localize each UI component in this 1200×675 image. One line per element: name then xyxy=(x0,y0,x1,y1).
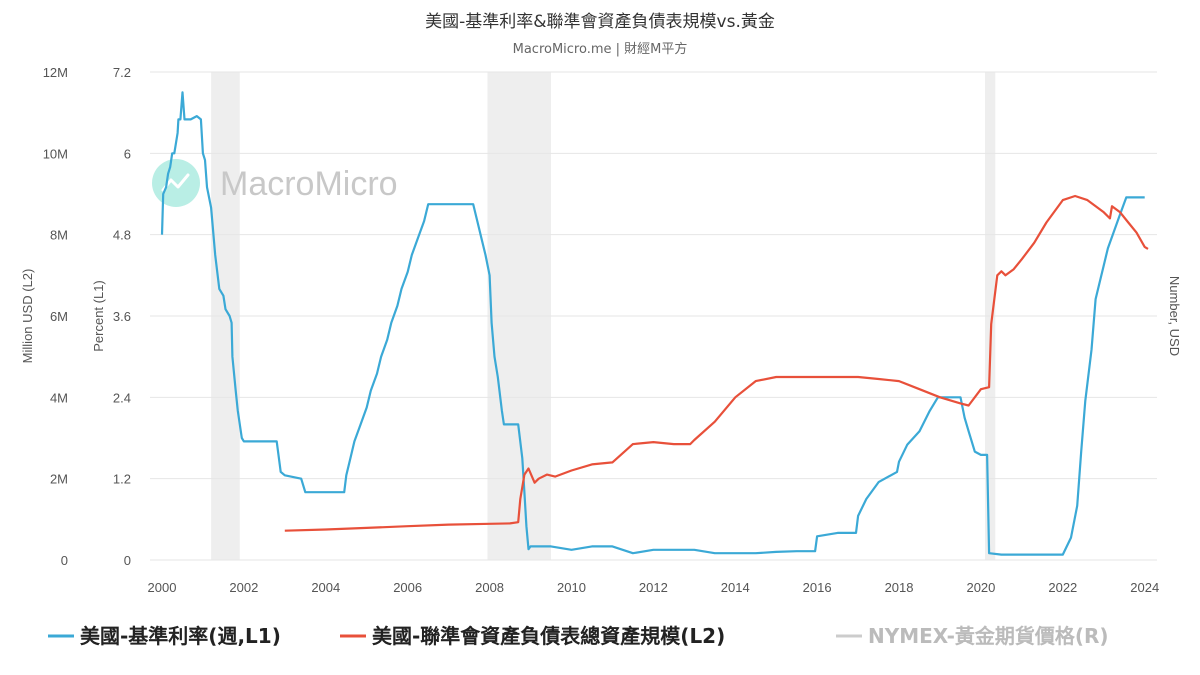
y-tick-inner-4: 4.8 xyxy=(113,228,131,243)
y-tick-outer-2: 4M xyxy=(50,390,68,405)
x-tick-2002: 2002 xyxy=(229,580,258,595)
y-tick-outer-0: 0 xyxy=(61,553,68,568)
x-tick-2018: 2018 xyxy=(885,580,914,595)
x-tick-2024: 2024 xyxy=(1130,580,1159,595)
series-line-balance-sheet xyxy=(284,194,1149,532)
axis-labels: 0 2M 4M 6M 8M 10M 12M 0 1.2 2.4 3.6 4.8 6 7.2 2000 2002… xyxy=(43,65,1159,595)
y-axis-title-outer: Million USD (L2) xyxy=(20,269,35,364)
watermark: MacroMicro xyxy=(152,159,398,207)
watermark-text: MacroMicro xyxy=(220,165,398,203)
y-axis-title-inner: Percent (L1) xyxy=(91,280,106,352)
y-tick-inner-3: 3.6 xyxy=(113,309,131,324)
y-tick-inner-0: 0 xyxy=(124,553,131,568)
legend-item-2[interactable]: NYMEX-黃金期貨價格(R) xyxy=(836,624,1109,648)
x-tick-2000: 2000 xyxy=(148,580,177,595)
y-tick-outer-3: 6M xyxy=(50,309,68,324)
x-tick-2010: 2010 xyxy=(557,580,586,595)
y-tick-inner-6: 7.2 xyxy=(113,65,131,80)
y-tick-inner-2: 2.4 xyxy=(113,390,131,405)
grid-lines xyxy=(150,71,1157,561)
x-tick-2006: 2006 xyxy=(393,580,422,595)
y-tick-inner-1: 1.2 xyxy=(113,472,131,487)
x-tick-2022: 2022 xyxy=(1048,580,1077,595)
x-tick-2016: 2016 xyxy=(803,580,832,595)
x-tick-2020: 2020 xyxy=(966,580,995,595)
y-tick-outer-4: 8M xyxy=(50,228,68,243)
chart-title: 美國-基準利率&聯準會資產負債表規模vs.黃金 xyxy=(425,12,775,32)
legend: 美國-基準利率(週,L1) 美國-聯準會資產負債表總資產規模(L2) NYMEX-黃… xyxy=(48,624,1109,648)
chart-subtitle: MacroMicro.me | 財經M平方 xyxy=(513,41,688,57)
y-tick-outer-6: 12M xyxy=(43,65,68,80)
x-tick-2008: 2008 xyxy=(475,580,504,595)
legend-label-1: 美國-聯準會資產負債表總資產規模(L2) xyxy=(372,624,725,648)
series-line-rate xyxy=(160,91,1145,556)
y-axis-title-right: Number, USD xyxy=(1167,276,1182,356)
x-tick-2014: 2014 xyxy=(721,580,750,595)
y-tick-outer-5: 10M xyxy=(43,146,68,161)
x-tick-2012: 2012 xyxy=(639,580,668,595)
legend-label-0: 美國-基準利率(週,L1) xyxy=(80,624,281,648)
series-layer xyxy=(160,91,1149,556)
y-tick-inner-5: 6 xyxy=(124,146,131,161)
legend-label-2: NYMEX-黃金期貨價格(R) xyxy=(868,624,1109,648)
legend-item-1[interactable]: 美國-聯準會資產負債表總資產規模(L2) xyxy=(340,624,725,648)
x-tick-2004: 2004 xyxy=(311,580,340,595)
legend-item-0[interactable]: 美國-基準利率(週,L1) xyxy=(48,624,281,648)
y-tick-outer-1: 2M xyxy=(50,472,68,487)
